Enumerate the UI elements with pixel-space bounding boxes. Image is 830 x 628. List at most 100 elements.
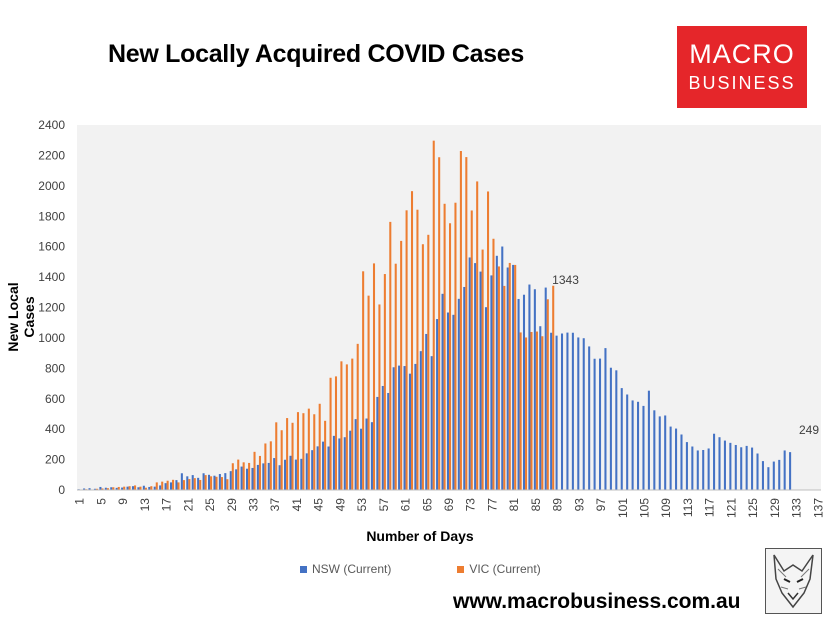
x-axis-label: Number of Days (366, 528, 474, 544)
x-tick-label: 21 (181, 498, 195, 512)
logo-line-2: BUSINESS (688, 73, 796, 93)
bar-vic (248, 462, 251, 490)
x-tick-label: 117 (703, 498, 717, 517)
bar-nsw (338, 438, 341, 490)
bar-nsw (669, 426, 672, 490)
bar-vic (410, 191, 414, 490)
bar-vic (139, 486, 142, 490)
bar-vic (508, 262, 511, 490)
bar-nsw (278, 465, 281, 490)
bar-nsw (550, 332, 553, 490)
bar-vic (519, 332, 522, 490)
x-tick-label: 121 (724, 498, 738, 518)
bar-vic (351, 358, 354, 490)
bar-nsw (186, 476, 189, 490)
bar-vic (503, 285, 506, 490)
bar-vic (546, 299, 549, 490)
bar-nsw (284, 459, 287, 490)
bar-nsw (99, 486, 102, 490)
bar-vic (378, 304, 381, 490)
bar-nsw (311, 450, 314, 490)
bar-vic (220, 477, 223, 490)
bar-nsw (452, 314, 455, 490)
x-tick-label: 105 (638, 498, 652, 518)
y-tick-label: 800 (45, 361, 65, 375)
bar-vic (372, 263, 376, 490)
bar-nsw (675, 428, 678, 490)
bar-nsw (745, 445, 748, 490)
bar-nsw (457, 298, 460, 490)
y-tick-label: 2400 (38, 118, 65, 132)
bar-nsw (343, 437, 346, 490)
x-tick-label: 69 (442, 498, 456, 512)
y-tick-label: 1600 (38, 240, 65, 254)
bar-nsw (175, 480, 178, 490)
bar-nsw (425, 333, 428, 490)
bar-nsw (164, 483, 167, 490)
bar-nsw (680, 434, 683, 490)
bar-vic (514, 264, 517, 490)
bar-nsw (783, 450, 786, 490)
bar-vic (215, 476, 218, 490)
bar-nsw (251, 467, 254, 490)
bar-nsw (718, 437, 721, 490)
bar-nsw (729, 442, 732, 490)
x-tick-label: 65 (420, 498, 434, 512)
bar-vic (383, 274, 386, 490)
bar-vic (438, 157, 441, 490)
legend-swatch-vic (457, 565, 465, 573)
bar-nsw (398, 365, 401, 490)
bar-nsw (577, 337, 580, 490)
x-tick-label: 101 (616, 498, 630, 518)
legend-item-vic: VIC (Current) (457, 562, 541, 576)
bar-nsw (778, 459, 781, 490)
bar-vic (253, 451, 256, 490)
bar-nsw (653, 410, 656, 490)
bar-vic (150, 486, 153, 490)
bar-nsw (131, 486, 135, 490)
bar-nsw (685, 442, 688, 490)
bar-nsw (354, 419, 357, 490)
bar-vic (487, 191, 490, 490)
y-tick-label: 1400 (38, 270, 65, 284)
y-tick-label: 600 (45, 392, 65, 406)
bar-nsw (392, 367, 395, 490)
bar-vic (123, 486, 126, 490)
bar-vic (286, 418, 289, 490)
bar-nsw (734, 444, 737, 490)
bar-nsw (512, 264, 515, 490)
bar-vic (340, 361, 343, 490)
bar-vic (210, 476, 213, 490)
macro-business-logo: MACRO BUSINESS (677, 26, 807, 108)
bar-nsw (294, 459, 297, 490)
logo-line-1: MACRO (689, 39, 795, 69)
bar-vic (334, 376, 338, 490)
bar-vic (258, 455, 261, 490)
x-tick-label: 89 (551, 498, 565, 512)
bar-nsw (381, 385, 384, 490)
y-axis-label: New Local Cases (5, 282, 37, 352)
bar-vic (269, 441, 272, 490)
x-tick-label: 13 (138, 498, 152, 512)
y-tick-label: 2200 (38, 148, 65, 162)
x-tick-label: 137 (811, 498, 825, 518)
bar-nsw (609, 367, 612, 490)
bar-nsw (446, 312, 449, 490)
bar-nsw (751, 447, 754, 490)
bar-nsw (316, 446, 319, 490)
bar-nsw (213, 475, 216, 490)
bar-nsw (349, 430, 352, 490)
bar-nsw (528, 284, 531, 490)
x-tick-label: 41 (290, 498, 304, 512)
bar-vic (400, 240, 403, 490)
bar-nsw (539, 326, 542, 490)
bar-nsw (229, 471, 232, 490)
bar-nsw (240, 466, 243, 490)
annotation-vic-last: 1343 (552, 273, 579, 287)
bar-nsw (202, 473, 205, 490)
bar-nsw (555, 335, 558, 490)
bar-nsw (365, 418, 368, 490)
bar-nsw (246, 468, 249, 490)
bar-vic (356, 343, 359, 490)
legend-label-vic: VIC (Current) (469, 562, 541, 576)
